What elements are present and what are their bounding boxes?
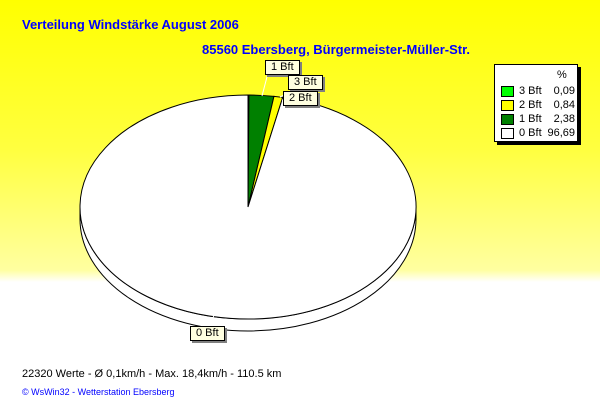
legend-item: 0 Bft 96,69 [501, 127, 577, 140]
footer-credit: © WsWin32 - Wetterstation Ebersberg [22, 387, 175, 397]
slice-label-0-bft: 0 Bft [190, 326, 225, 341]
legend-swatch [501, 86, 514, 97]
legend-header: % [557, 69, 567, 81]
legend-value: 96,69 [547, 127, 575, 139]
slice-label-1-bft: 1 Bft [265, 60, 300, 75]
legend-item: 3 Bft 0,09 [501, 85, 577, 98]
legend-swatch [501, 100, 514, 111]
legend-label: 1 Bft [519, 113, 542, 125]
legend-item: 1 Bft 2,38 [501, 113, 577, 126]
pie-slice-0-bft [79, 94, 417, 320]
chart-title: Verteilung Windstärke August 2006 [22, 17, 239, 32]
legend-item: 2 Bft 0,84 [501, 99, 577, 112]
slice-label-3-bft: 3 Bft [288, 75, 323, 90]
leader-line [261, 72, 269, 97]
legend-label: 2 Bft [519, 99, 542, 111]
legend-swatch [501, 128, 514, 139]
legend-label: 3 Bft [519, 85, 542, 97]
slice-label-2-bft: 2 Bft [283, 91, 318, 106]
legend-value: 0,84 [553, 99, 575, 111]
leader-line [209, 311, 216, 328]
legend: % 3 Bft 0,09 2 Bft 0,84 1 Bft 2,38 0 Bft 96,… [494, 64, 578, 142]
legend-value: 0,09 [553, 85, 575, 97]
footer-stats: 22320 Werte - Ø 0,1km/h - Max. 18,4km/h … [22, 368, 282, 380]
chart-subtitle: 85560 Ebersberg, Bürgermeister-Müller-St… [202, 42, 471, 57]
legend-label: 0 Bft [519, 127, 542, 139]
legend-value: 2,38 [553, 113, 575, 125]
legend-swatch [501, 114, 514, 125]
